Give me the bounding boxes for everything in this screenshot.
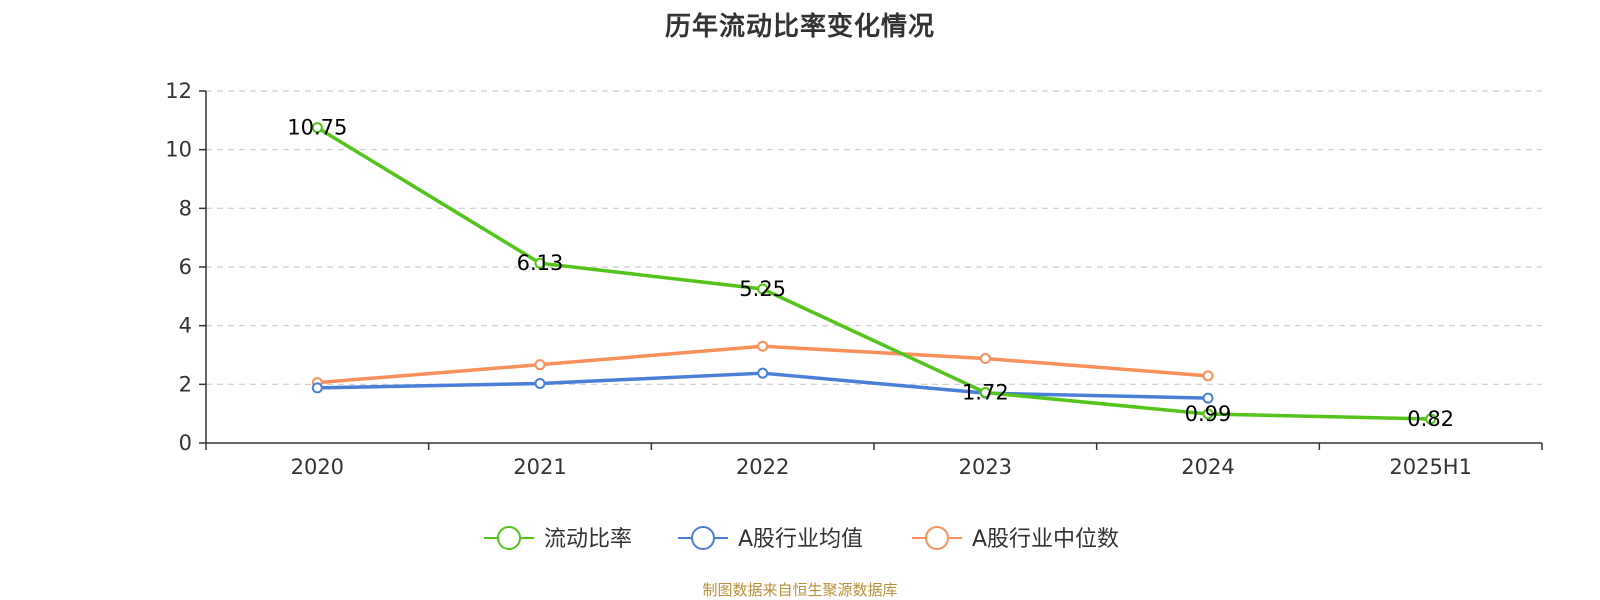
legend-item: A股行业均值 [678, 526, 863, 552]
data-point [979, 387, 991, 399]
y-tick-label: 0 [179, 431, 192, 455]
data-label: 5.25 [739, 277, 786, 301]
legend-swatch-marker [925, 526, 949, 550]
data-point [311, 122, 323, 134]
data-label: 10.75 [287, 116, 347, 140]
x-tick-label: 2020 [291, 455, 344, 479]
data-point [757, 340, 769, 352]
data-point [534, 377, 546, 389]
x-tick-label: 2024 [1181, 455, 1234, 479]
axes: 0 2 4 6 8 10 12 2020 2021 2022 2023 2024 2025H1 [165, 79, 1543, 479]
legend-item: 流动比率 [484, 526, 632, 552]
data-point [979, 353, 991, 365]
data-label: 0.99 [1185, 402, 1232, 426]
data-labels: 10.75 6.13 5.25 1.72 0.99 0.82 [287, 116, 1454, 431]
series-lines [311, 122, 1437, 425]
y-tick-label: 6 [179, 255, 192, 279]
series-line [316, 126, 1431, 421]
data-label: 6.13 [517, 251, 564, 275]
legend-swatch-marker [691, 526, 715, 550]
data-point [757, 283, 769, 295]
y-tick-label: 8 [179, 196, 192, 220]
legend-label: A股行业均值 [738, 527, 863, 552]
data-point [1202, 370, 1214, 382]
y-tick-label: 12 [165, 79, 192, 103]
legend-item: A股行业中位数 [912, 526, 1119, 552]
legend-label: A股行业中位数 [972, 527, 1119, 552]
data-point [311, 382, 323, 394]
chart-title: 历年流动比率变化情况 [664, 12, 935, 42]
data-label: 1.72 [962, 381, 1009, 405]
data-point [1202, 392, 1214, 404]
data-point [534, 359, 546, 371]
data-point [534, 257, 546, 269]
data-point [757, 367, 769, 379]
y-tick-label: 2 [179, 372, 192, 396]
legend: 流动比率 A股行业均值 A股行业中位数 [484, 526, 1119, 552]
data-point [1425, 413, 1437, 425]
legend-label: 流动比率 [544, 527, 632, 552]
x-tick-label: 2021 [513, 455, 566, 479]
data-label: 0.82 [1407, 407, 1454, 431]
y-tick-label: 10 [165, 138, 192, 162]
y-tick-label: 4 [179, 314, 192, 338]
legend-swatch-marker [497, 526, 521, 550]
x-tick-label: 2025H1 [1389, 455, 1472, 479]
x-tick-label: 2022 [736, 455, 789, 479]
x-tick-label: 2023 [959, 455, 1012, 479]
source-note: 制图数据来自恒生聚源数据库 [702, 581, 898, 599]
data-point [1202, 408, 1214, 420]
